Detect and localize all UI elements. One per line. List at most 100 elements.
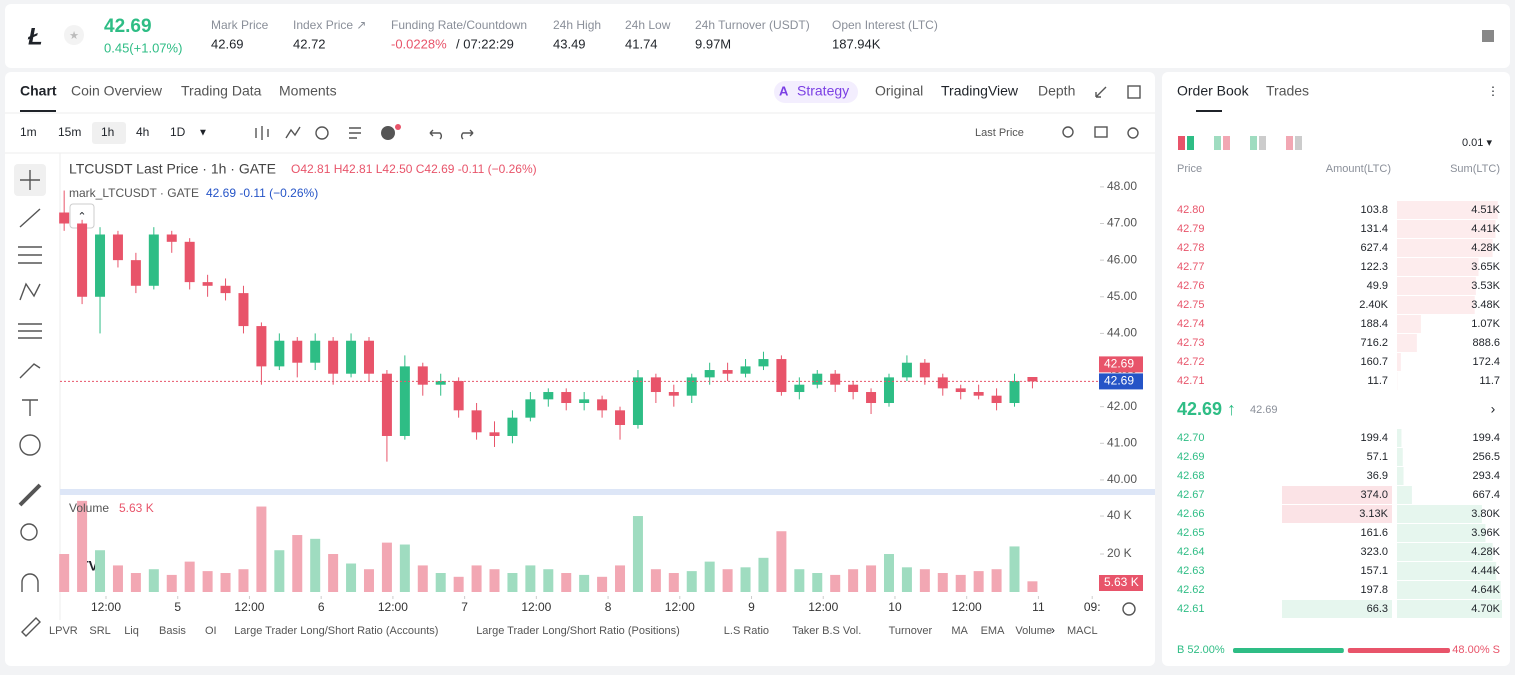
strategy-tab[interactable]: Strategy: [797, 83, 849, 99]
ob-price[interactable]: 42.79: [1177, 223, 1205, 235]
x-tick-label: 12:00: [378, 600, 408, 614]
ob-sum: 4.28K: [1471, 242, 1500, 254]
volume-bar: [579, 575, 589, 592]
sell-bar: [1348, 648, 1450, 653]
star[interactable]: ★: [69, 30, 79, 42]
ob-price[interactable]: 42.70: [1177, 432, 1205, 444]
interval[interactable]: 1D: [170, 125, 186, 139]
indicator[interactable]: Large Trader Long/Short Ratio (Positions…: [476, 625, 680, 637]
ob-price[interactable]: 42.65: [1177, 527, 1205, 539]
candle-body: [1027, 377, 1037, 381]
view-bids[interactable]: [1223, 136, 1230, 150]
ob-price[interactable]: 42.80: [1177, 204, 1205, 216]
view-asks[interactable]: [1259, 136, 1266, 150]
ob-expand[interactable]: ›: [1491, 401, 1496, 417]
ob-tab[interactable]: Order Book: [1177, 83, 1250, 99]
ob-price[interactable]: 42.78: [1177, 242, 1205, 254]
ob-price[interactable]: 42.75: [1177, 299, 1205, 311]
ob-price[interactable]: 42.73: [1177, 337, 1205, 349]
indicator[interactable]: Large Trader Long/Short Ratio (Accounts): [234, 625, 438, 637]
volume-bar: [274, 550, 284, 592]
view-asks[interactable]: [1295, 136, 1302, 150]
ob-menu[interactable]: ⋮: [1487, 84, 1499, 98]
view-tab[interactable]: Original: [875, 83, 923, 99]
stat-value: 187.94K: [832, 36, 881, 51]
ob-sum: 4.41K: [1471, 223, 1500, 235]
indicator[interactable]: EMA: [981, 625, 1006, 637]
menu-icon[interactable]: [1482, 30, 1494, 42]
ob-amount: 199.4: [1360, 432, 1388, 444]
view-both[interactable]: [1187, 136, 1194, 150]
ob-price[interactable]: 42.74: [1177, 318, 1205, 330]
tab-underline: [20, 110, 56, 112]
ob-price[interactable]: 42.61: [1177, 603, 1205, 615]
y-tick-label: 42.00: [1107, 399, 1137, 413]
indicator[interactable]: SRL: [89, 625, 110, 637]
indicator[interactable]: Taker B.S Vol.: [792, 625, 861, 637]
chart-tab[interactable]: Trading Data: [181, 83, 262, 99]
y-tick-label: 48.00: [1107, 179, 1137, 193]
ob-price[interactable]: 42.68: [1177, 470, 1205, 482]
volume-bar: [328, 554, 338, 592]
volume-bar: [346, 564, 356, 592]
indicator[interactable]: Liq: [124, 625, 139, 637]
ob-amount: 160.7: [1360, 356, 1388, 368]
indicator[interactable]: L.S Ratio: [724, 625, 769, 637]
ob-price[interactable]: 42.64: [1177, 546, 1205, 558]
candle-body: [95, 234, 105, 296]
ob-sum: 4.64K: [1471, 584, 1500, 596]
indicator[interactable]: Basis: [159, 625, 186, 637]
ob-tab[interactable]: Trades: [1266, 83, 1309, 99]
ob-price[interactable]: 42.66: [1177, 508, 1205, 520]
ob-sum: 3.65K: [1471, 261, 1500, 273]
indicator[interactable]: MA: [951, 625, 968, 637]
indicator[interactable]: LPVR: [49, 625, 78, 637]
view-asks[interactable]: [1250, 136, 1257, 150]
indicator[interactable]: Volume: [1015, 625, 1052, 637]
ob-sum: 3.96K: [1471, 527, 1500, 539]
chart-tab[interactable]: Moments: [279, 83, 337, 99]
coin-logo: Ł: [27, 23, 43, 50]
add-icon[interactable]: [381, 126, 395, 140]
ob-price[interactable]: 42.67: [1177, 489, 1205, 501]
chart-tab[interactable]: Coin Overview: [71, 83, 163, 99]
buy-ratio: B 52.00%: [1177, 644, 1225, 656]
precision[interactable]: 0.01 ▾: [1462, 137, 1492, 149]
indicator[interactable]: OI: [205, 625, 217, 637]
volume-bar: [1027, 581, 1037, 592]
volume-value: 5.63 K: [119, 501, 154, 515]
view-bids[interactable]: [1214, 136, 1221, 150]
interval[interactable]: 4h: [136, 125, 149, 139]
ob-price[interactable]: 42.77: [1177, 261, 1205, 273]
interval[interactable]: 1h: [101, 125, 114, 139]
candle-body: [256, 326, 266, 366]
candle-body: [525, 399, 535, 417]
stat-value: -0.0228%: [391, 36, 447, 51]
view-asks[interactable]: [1286, 136, 1293, 150]
indicator[interactable]: MACL: [1067, 625, 1098, 637]
ob-price[interactable]: 42.76: [1177, 280, 1205, 292]
interval[interactable]: 1m: [20, 125, 37, 139]
candle-body: [77, 224, 87, 297]
view-tab[interactable]: TradingView: [941, 83, 1019, 99]
view-both[interactable]: [1178, 136, 1185, 150]
volume-bar: [149, 569, 159, 592]
ob-price[interactable]: 42.63: [1177, 565, 1205, 577]
indicator[interactable]: Turnover: [889, 625, 933, 637]
interval[interactable]: 15m: [58, 125, 81, 139]
ob-price[interactable]: 42.69: [1177, 451, 1205, 463]
view-tab[interactable]: Depth: [1038, 83, 1075, 99]
candle-body: [400, 366, 410, 436]
price-source[interactable]: Last Price: [975, 127, 1024, 139]
ob-price[interactable]: 42.62: [1177, 584, 1205, 596]
candle-body: [866, 392, 876, 403]
ob-sum: 888.6: [1472, 337, 1500, 349]
candle-body: [113, 234, 123, 260]
candle-body: [794, 385, 804, 392]
volume-bar: [203, 571, 213, 592]
chart-tab[interactable]: Chart: [20, 83, 57, 99]
ob-price[interactable]: 42.71: [1177, 375, 1205, 387]
ob-price[interactable]: 42.72: [1177, 356, 1205, 368]
x-tick-label: 5: [174, 600, 181, 614]
